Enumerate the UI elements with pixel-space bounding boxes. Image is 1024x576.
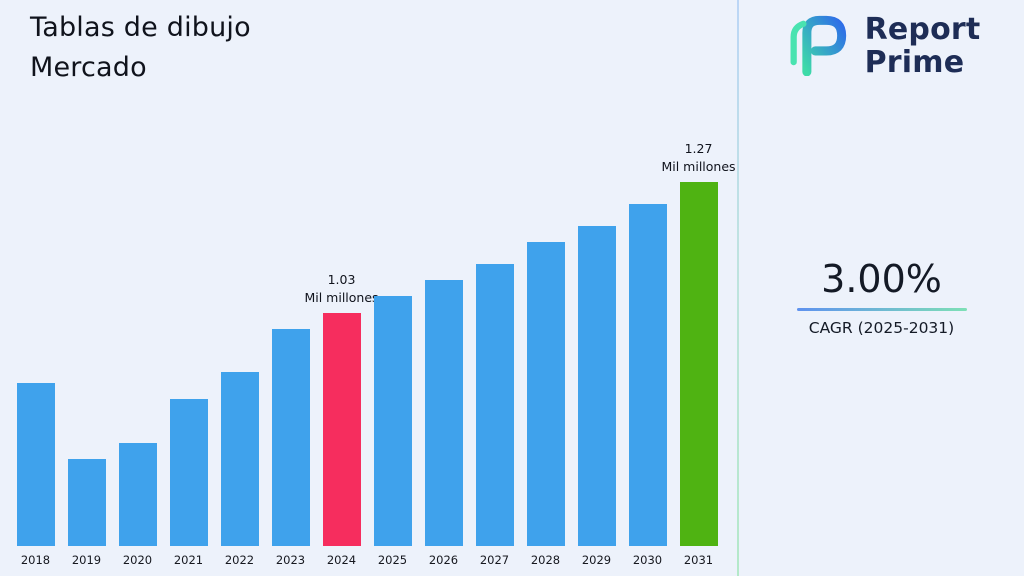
brand-name-line1: Report [864,12,981,47]
bar-2030 [628,204,667,546]
x-axis-label: 2023 [275,553,306,567]
x-axis-label: 2020 [122,553,153,567]
bar-column: 2022 [214,372,265,568]
bar-column: 2026 [418,280,469,568]
bar-2019 [67,459,106,546]
bar-column: 2025 [367,296,418,568]
page-title-line1: Tablas de dibujo [30,12,251,43]
cagr-underline [796,308,967,311]
bar-column: 2020 [112,443,163,568]
bar-2024 [322,313,361,546]
x-axis-label: 2019 [71,553,102,567]
bar-chart: 2018 2019 2020 2021 2022 2023 1.03 Mil millones… [10,140,736,568]
cagr-block: 3.00% CAGR (2025-2031) [739,257,1024,337]
x-axis-label: 2018 [20,553,51,567]
report-prime-logo-icon [783,12,853,80]
bar-column: 2027 [469,264,520,568]
bar-column: 1.27 Mil millones 2031 [661,140,735,568]
bar-2018 [16,383,55,546]
x-axis-label: 2022 [224,553,255,567]
right-panel: Report Prime 3.00% CAGR (2025-2031) [739,0,1024,576]
bar-column: 2029 [571,226,622,568]
x-axis-label: 2028 [530,553,561,567]
x-axis-label: 2024 [326,553,357,567]
bar-2026 [424,280,463,546]
brand-name: Report Prime [865,13,981,79]
brand-name-line2: Prime [864,45,965,80]
x-axis-label: 2031 [683,553,714,567]
brand-logo: Report Prime [739,12,1024,80]
bar-2020 [118,443,157,546]
bar-value-label: 1.27 Mil millones [661,141,736,174]
bar-column: 2028 [520,242,571,568]
x-axis-label: 2026 [428,553,459,567]
bar-2021 [169,399,208,546]
cagr-value: 3.00% [821,257,942,301]
x-axis-label: 2021 [173,553,204,567]
x-axis-label: 2027 [479,553,510,567]
bar-column: 2019 [61,459,112,568]
bar-column: 2021 [163,399,214,568]
bar-2025 [373,296,412,546]
x-axis-label: 2029 [581,553,612,567]
vertical-divider [737,0,739,576]
bar-2029 [577,226,616,546]
bar-column: 2030 [622,204,673,568]
x-axis-label: 2025 [377,553,408,567]
bar-column: 1.03 Mil millones 2024 [304,271,378,568]
x-axis-label: 2030 [632,553,663,567]
bar-column: 2023 [265,329,316,568]
bar-2031 [679,182,718,546]
page-title-line2: Mercado [30,52,147,83]
bar-2027 [475,264,514,546]
bar-column: 2018 [10,383,61,568]
bar-2022 [220,372,259,546]
cagr-label: CAGR (2025-2031) [808,319,955,337]
page-title: Tablas de dibujo Mercado [30,8,251,88]
bar-2023 [271,329,310,546]
bar-value-label: 1.03 Mil millones [304,272,379,305]
bar-2028 [526,242,565,546]
